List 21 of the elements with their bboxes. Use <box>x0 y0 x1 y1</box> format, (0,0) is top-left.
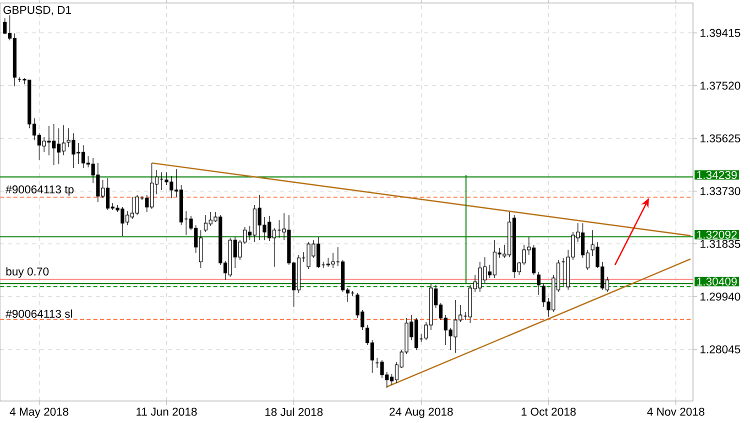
annotation: #90064113 sl <box>6 310 72 318</box>
x-tick-label: 4 Nov 2018 <box>647 408 704 416</box>
x-tick-label: 11 Jun 2018 <box>136 408 197 416</box>
y-tick-label: 1.35625 <box>700 134 740 142</box>
x-tick-label: 18 Jul 2018 <box>265 408 323 416</box>
y-tick-label: 1.29940 <box>700 292 740 301</box>
x-tick-label: 24 Aug 2018 <box>390 408 453 418</box>
annotation: #90064113 tp <box>6 185 74 196</box>
ref-line-label: 1.30409 <box>697 278 737 286</box>
chart-title: GBPUSD, D1 <box>4 6 72 16</box>
y-tick-label: 1.39415 <box>700 28 740 37</box>
candlestick <box>536 272 541 296</box>
ref-line-label: 1.34239 <box>697 170 737 179</box>
y-tick-label: 1.31835 <box>700 240 740 248</box>
y-tick-label: 1.37520 <box>700 82 740 90</box>
y-tick-label: 1.28045 <box>700 345 740 354</box>
x-tick-label: 1 Oct 2018 <box>522 408 576 416</box>
annotation: buy 0.70 <box>6 267 49 278</box>
x-tick-label: 4 May 2018 <box>10 408 68 418</box>
ref-line-label: 1.32092 <box>697 230 737 239</box>
y-tick-label: 1.33730 <box>700 187 740 196</box>
